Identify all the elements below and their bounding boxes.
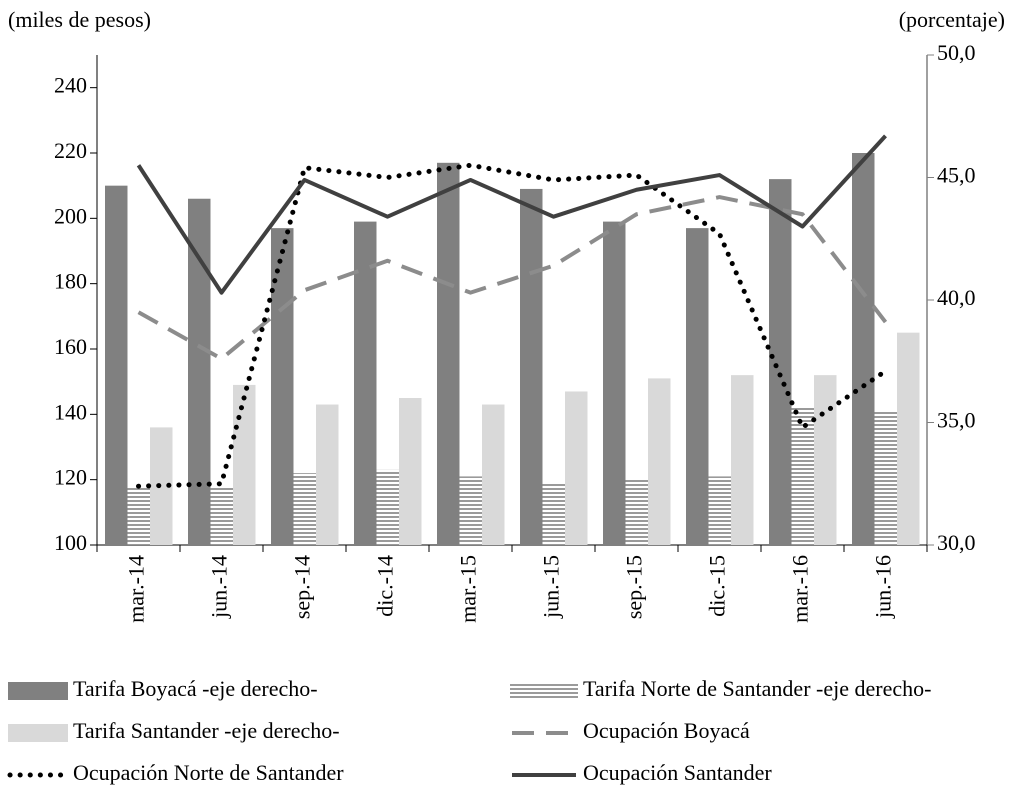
bar — [769, 179, 792, 545]
bar — [814, 375, 837, 545]
bar — [354, 221, 377, 545]
line-series — [136, 162, 888, 489]
x-tick-label: jun.-15 — [539, 555, 564, 619]
y2-axis-label: (porcentaje) — [899, 7, 1005, 32]
bar — [459, 476, 482, 545]
bar — [852, 153, 875, 545]
y2-tick-label: 40,0 — [937, 285, 976, 310]
y2-tick-label: 30,0 — [937, 530, 976, 555]
bar — [293, 473, 316, 545]
bar — [127, 486, 150, 545]
bar — [542, 482, 565, 545]
bar — [233, 384, 256, 545]
bar — [791, 407, 814, 545]
x-tick-label: mar.-14 — [124, 555, 149, 623]
y-tick-label: 200 — [54, 203, 87, 228]
bar — [316, 404, 339, 545]
legend-label: Tarifa Boyacá -eje derecho- — [73, 676, 318, 701]
x-tick-label: mar.-16 — [788, 555, 813, 623]
y2-tick-label: 50,0 — [937, 40, 976, 65]
bar — [625, 479, 648, 545]
bar — [482, 404, 505, 545]
bar — [150, 427, 173, 545]
x-tick-label: mar.-15 — [456, 555, 481, 623]
legend-swatch — [510, 682, 578, 700]
bar — [603, 221, 626, 545]
y-tick-label: 220 — [54, 138, 87, 163]
y-tick-label: 160 — [54, 334, 87, 359]
x-tick-label: sep.-15 — [622, 555, 647, 619]
bar — [399, 398, 422, 545]
bar — [376, 469, 399, 545]
bar — [874, 411, 897, 545]
bar — [648, 378, 671, 545]
y-tick-label: 100 — [54, 530, 87, 555]
legend-swatch — [8, 682, 68, 700]
line-series — [136, 134, 887, 295]
bar — [708, 476, 731, 545]
legend-label: Tarifa Norte de Santander -eje derecho- — [583, 676, 931, 701]
y-tick-label: 140 — [54, 399, 87, 424]
x-tick-label: jun.-14 — [207, 555, 232, 619]
y2-tick-label: 45,0 — [937, 163, 976, 188]
x-tick-label: jun.-16 — [871, 555, 896, 619]
legend-label: Ocupación Santander — [583, 760, 772, 785]
x-tick-label: sep.-14 — [290, 555, 315, 619]
bar — [437, 162, 460, 546]
x-tick-label: dic.-14 — [373, 555, 398, 617]
x-tick-label: dic.-15 — [705, 555, 730, 617]
bar — [105, 185, 128, 545]
legend-swatch — [8, 724, 68, 742]
bar — [731, 375, 754, 545]
bar — [188, 198, 211, 545]
y-tick-label: 120 — [54, 465, 87, 490]
legend-label: Ocupación Norte de Santander — [73, 760, 344, 785]
y-tick-label: 180 — [54, 269, 87, 294]
bar — [897, 332, 920, 545]
legend-label: Ocupación Boyacá — [583, 718, 750, 743]
bar — [686, 228, 709, 545]
y2-tick-label: 35,0 — [937, 408, 976, 433]
legend-label: Tarifa Santander -eje derecho- — [73, 718, 340, 743]
bar — [520, 188, 543, 545]
bar — [210, 486, 233, 545]
y-tick-label: 240 — [54, 73, 87, 98]
bar — [271, 228, 294, 545]
bar — [565, 391, 588, 545]
line-series — [137, 195, 888, 361]
y-axis-label: (miles de pesos) — [8, 7, 151, 32]
